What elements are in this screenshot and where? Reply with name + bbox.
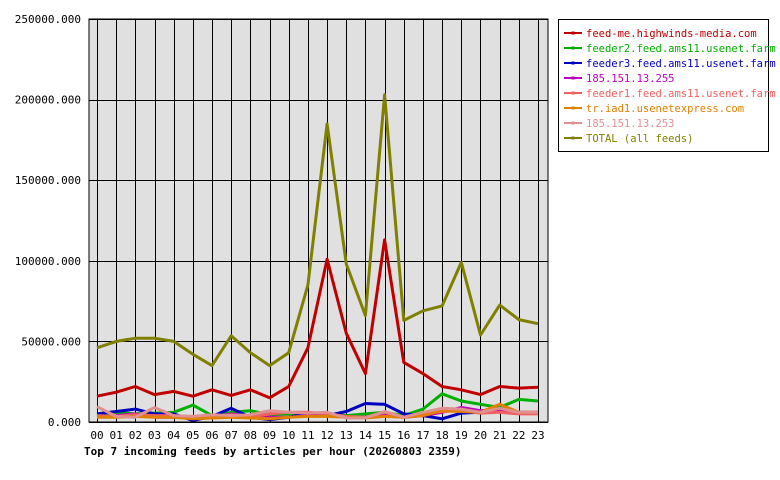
x-tick-label: 14: [359, 429, 373, 442]
x-tick-label: 15: [378, 429, 391, 442]
x-tick-label: 12: [320, 429, 333, 442]
legend-entry: tr.iad1.usenetexpress.com: [586, 103, 744, 115]
legend-entry: feeder3.feed.ams11.usenet.farm: [586, 58, 776, 70]
legend-marker: [571, 136, 575, 140]
legend-marker: [571, 91, 575, 95]
x-tick-label: 02: [129, 429, 142, 442]
y-tick-label: 150000.000: [15, 174, 81, 187]
x-tick-label: 00: [90, 429, 103, 442]
x-tick-label: 07: [225, 429, 238, 442]
legend-entry: feed-me.highwinds-media.com: [586, 28, 757, 40]
x-tick-label: 03: [148, 429, 161, 442]
legend-marker: [571, 31, 575, 35]
x-tick-label: 09: [263, 429, 276, 442]
y-tick-label: 50000.000: [21, 335, 81, 348]
legend-marker: [571, 106, 575, 110]
series-lines: [96, 93, 539, 422]
x-tick-label: 22: [512, 429, 525, 442]
legend-entry: 185.151.13.253: [586, 118, 675, 130]
x-tick-label: 04: [167, 429, 181, 442]
x-tick-label: 19: [455, 429, 468, 442]
x-tick-label: 21: [493, 429, 506, 442]
legend-entry: 185.151.13.255: [586, 73, 675, 85]
x-tick-label: 05: [186, 429, 199, 442]
series-line: [96, 405, 538, 420]
x-tick-label: 18: [436, 429, 449, 442]
x-tick-label: 13: [340, 429, 353, 442]
legend-entry: feeder2.feed.ams11.usenet.farm: [586, 43, 776, 55]
legend-marker: [571, 76, 575, 80]
x-tick-label: 16: [397, 429, 410, 442]
y-tick-label: 0.000: [48, 416, 81, 429]
series-line: [96, 93, 539, 368]
x-tick-label: 23: [531, 429, 544, 442]
x-tick-label: 17: [416, 429, 429, 442]
chart-caption: Top 7 incoming feeds by articles per hou…: [84, 445, 462, 458]
legend-marker: [571, 61, 575, 65]
x-tick-label: 06: [205, 429, 218, 442]
x-tick-label: 01: [110, 429, 123, 442]
series-line: [97, 402, 538, 421]
legend-marker: [571, 46, 575, 50]
legend-marker: [571, 121, 575, 125]
plot-border: [88, 18, 549, 423]
x-tick-label: 20: [474, 429, 487, 442]
x-axis: 00 01 02 03 04 05 06 07 08 09 10 11 12 13 14 15 16 17 18 19…: [90, 429, 544, 442]
y-tick-label: 200000.000: [15, 94, 81, 107]
y-axis: 0.000 50000.000 100000.000 150000.000 200000…: [15, 13, 81, 429]
legend-entry: feeder1.feed.ams11.usenet.farm: [586, 88, 776, 100]
x-tick-label: 08: [244, 429, 257, 442]
series-line: [96, 238, 539, 400]
legend-box: [558, 19, 769, 152]
x-tick-label: 11: [301, 429, 314, 442]
y-tick-label: 250000.000: [15, 13, 81, 26]
legend-entry: TOTAL (all feeds): [586, 133, 693, 145]
legend: feed-me.highwinds-media.com feeder2.feed.…: [558, 19, 776, 152]
y-tick-label: 100000.000: [15, 255, 81, 268]
plot-area: [89, 19, 548, 422]
x-tick-label: 10: [282, 429, 295, 442]
